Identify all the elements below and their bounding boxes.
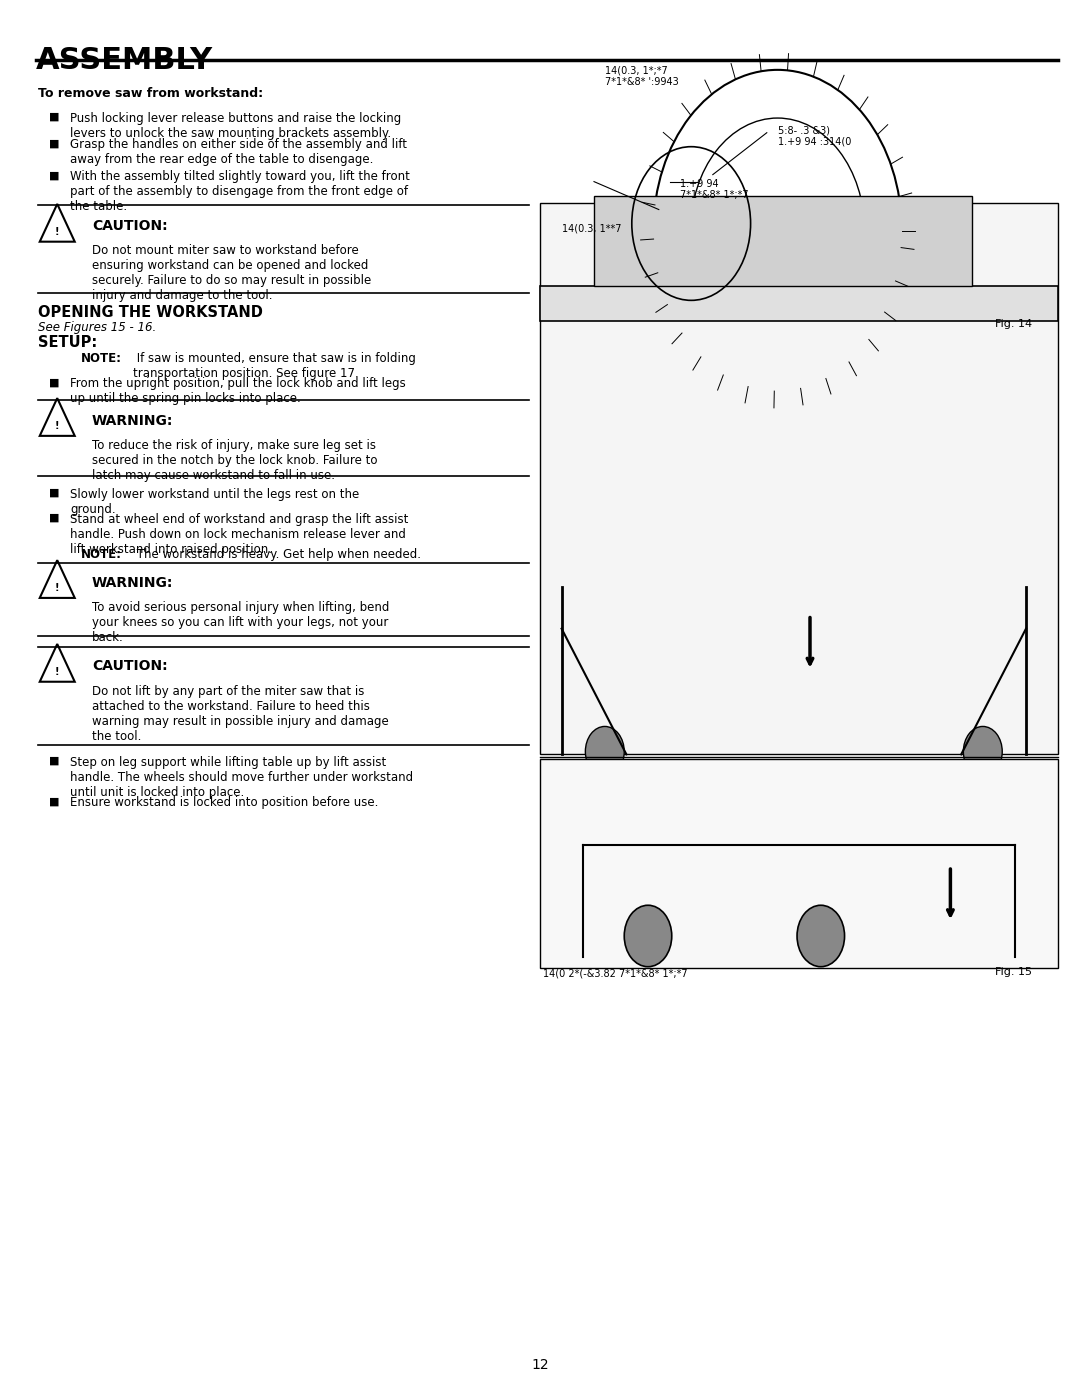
Text: To avoid serious personal injury when lifting, bend
your knees so you can lift w: To avoid serious personal injury when li… [92,601,389,644]
Text: CAUTION:: CAUTION: [92,659,167,673]
Text: NOTE:: NOTE: [81,548,122,560]
Text: ■: ■ [49,488,59,497]
Text: OPENING THE WORKSTAND: OPENING THE WORKSTAND [38,305,262,320]
Text: The workstand is heavy. Get help when needed.: The workstand is heavy. Get help when ne… [133,548,421,560]
Text: Stand at wheel end of workstand and grasp the lift assist
handle. Push down on l: Stand at wheel end of workstand and gras… [70,513,408,556]
Text: ■: ■ [49,170,59,180]
Text: See Figures 15 - 16.: See Figures 15 - 16. [38,321,156,334]
Text: With the assembly tilted slightly toward you, lift the front
part of the assembl: With the assembly tilted slightly toward… [70,170,410,214]
Bar [594,196,972,286]
Circle shape [624,905,672,967]
Circle shape [963,726,1002,777]
Text: WARNING:: WARNING: [92,576,173,590]
Text: 14(0.3, 1*;*7: 14(0.3, 1*;*7 [605,66,667,75]
Text: To remove saw from workstand:: To remove saw from workstand: [38,87,262,99]
Text: NOTE:: NOTE: [81,352,122,365]
Text: From the upright position, pull the lock knob and lift legs
up until the spring : From the upright position, pull the lock… [70,377,406,405]
Text: WARNING:: WARNING: [92,414,173,427]
Bar [540,759,1058,968]
Text: 5:8- .3 &3): 5:8- .3 &3) [778,126,829,136]
Text: 7*1*&8* 1*;*7: 7*1*&8* 1*;*7 [680,190,750,200]
Text: 12: 12 [531,1358,549,1372]
Text: ■: ■ [49,377,59,387]
Text: 7*1*&8* ':9943: 7*1*&8* ':9943 [605,77,678,87]
Text: If saw is mounted, ensure that saw is in folding
transportation position. See fi: If saw is mounted, ensure that saw is in… [133,352,416,380]
Text: Fig. 15: Fig. 15 [996,967,1032,977]
Text: ■: ■ [49,138,59,148]
Text: !: ! [55,420,59,430]
Text: !: ! [55,666,59,676]
Text: Slowly lower workstand until the legs rest on the
ground.: Slowly lower workstand until the legs re… [70,488,360,515]
Text: Grasp the handles on either side of the assembly and lift
away from the rear edg: Grasp the handles on either side of the … [70,138,407,166]
Text: CAUTION:: CAUTION: [92,219,167,233]
Text: Step on leg support while lifting table up by lift assist
handle. The wheels sho: Step on leg support while lifting table … [70,756,414,799]
Text: SETUP:: SETUP: [38,335,97,351]
Text: !: ! [55,226,59,236]
Bar [540,203,1058,754]
Text: ■: ■ [49,112,59,122]
Circle shape [585,726,624,777]
Text: Ensure workstand is locked into position before use.: Ensure workstand is locked into position… [70,796,379,809]
Text: To reduce the risk of injury, make sure leg set is
secured in the notch by the l: To reduce the risk of injury, make sure … [92,439,377,482]
Bar [540,286,1058,321]
Text: Fig. 14: Fig. 14 [996,319,1032,328]
Text: !: ! [55,583,59,592]
Text: 1.+9 94: 1.+9 94 [680,179,719,189]
Text: ■: ■ [49,796,59,806]
Text: ■: ■ [49,756,59,766]
Text: Do not lift by any part of the miter saw that is
attached to the workstand. Fail: Do not lift by any part of the miter saw… [92,685,389,743]
Text: Push locking lever release buttons and raise the locking
levers to unlock the sa: Push locking lever release buttons and r… [70,112,402,140]
Circle shape [797,905,845,967]
Text: ■: ■ [49,513,59,522]
Text: 1.+9 94 :314(0: 1.+9 94 :314(0 [778,137,851,147]
Text: 14(0.3, 1**7: 14(0.3, 1**7 [562,224,621,233]
Text: 14(0 2*(-&3.82 7*1*&8* 1*;*7: 14(0 2*(-&3.82 7*1*&8* 1*;*7 [543,968,688,978]
Text: ASSEMBLY: ASSEMBLY [36,46,213,75]
Text: Do not mount miter saw to workstand before
ensuring workstand can be opened and : Do not mount miter saw to workstand befo… [92,244,372,303]
